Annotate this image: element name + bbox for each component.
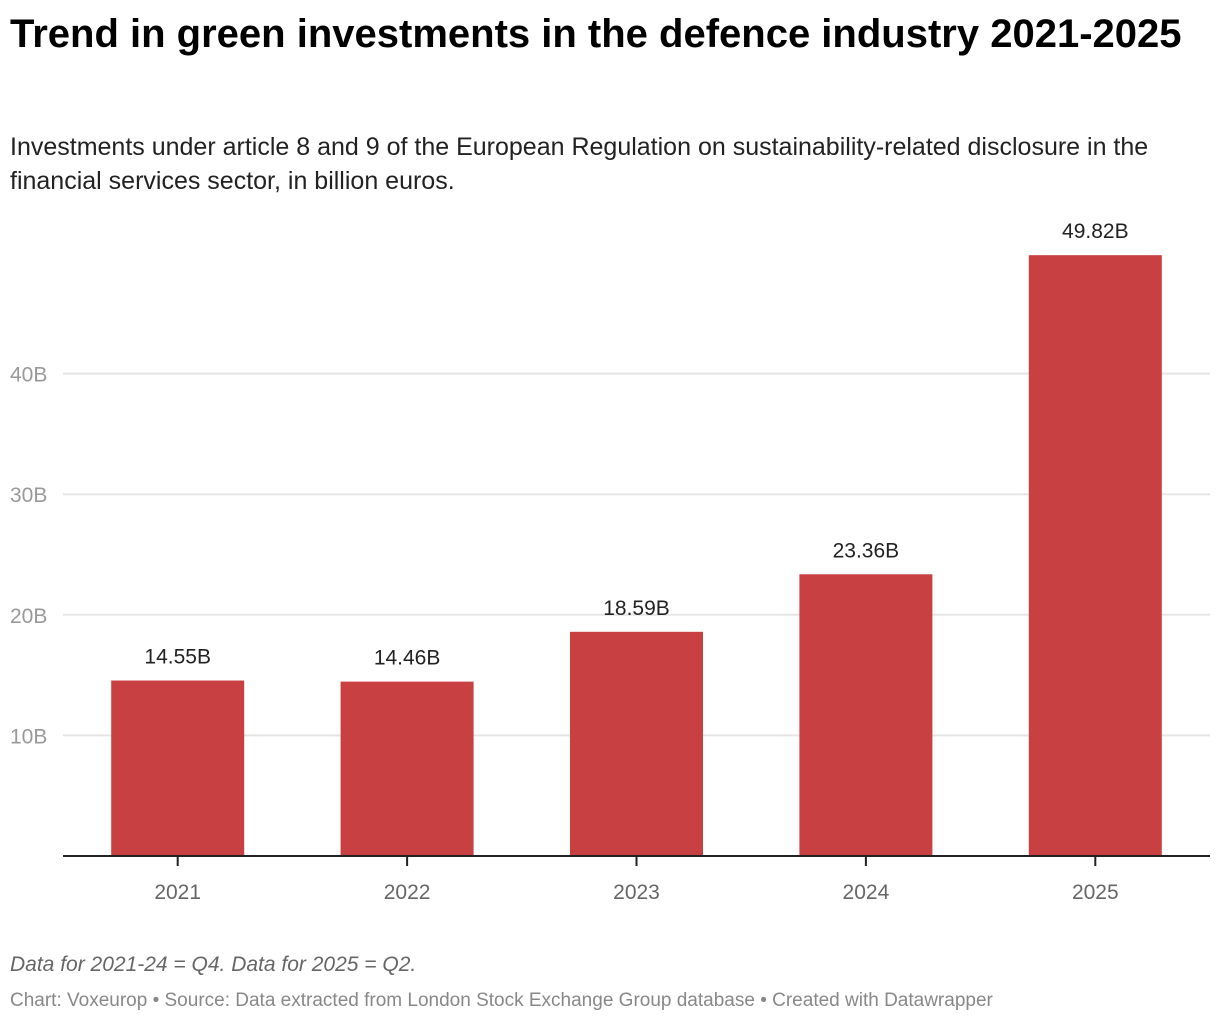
chart-credit: Chart: Voxeurop • Source: Data extracted… bbox=[10, 990, 993, 1011]
bar-2022 bbox=[340, 681, 474, 856]
bar-2023 bbox=[570, 631, 703, 856]
data-label: 14.46B bbox=[374, 647, 441, 670]
chart-subtitle: Investments under article 8 and 9 of the… bbox=[10, 133, 1149, 195]
data-label: 49.82B bbox=[1062, 220, 1129, 243]
x-tick-label: 2025 bbox=[1072, 881, 1119, 904]
bar-2024 bbox=[799, 574, 933, 856]
y-tick-label: 20B bbox=[10, 605, 47, 628]
data-label: 23.36B bbox=[833, 539, 900, 562]
x-tick-label: 2024 bbox=[843, 881, 890, 904]
bar-2021 bbox=[111, 680, 245, 856]
data-label: 18.59B bbox=[603, 597, 670, 620]
x-tick-label: 2022 bbox=[384, 881, 431, 904]
chart-title: Trend in green investments in the defenc… bbox=[10, 12, 1182, 56]
chart-note: Data for 2021-24 = Q4. Data for 2025 = Q… bbox=[10, 953, 417, 976]
data-label: 14.55B bbox=[144, 646, 211, 669]
x-tick-label: 2023 bbox=[613, 881, 660, 904]
y-tick-label: 40B bbox=[10, 364, 47, 387]
x-tick-label: 2021 bbox=[154, 881, 201, 904]
y-tick-label: 10B bbox=[10, 725, 47, 748]
y-tick-label: 30B bbox=[10, 484, 47, 507]
bar-2025 bbox=[1028, 255, 1162, 857]
